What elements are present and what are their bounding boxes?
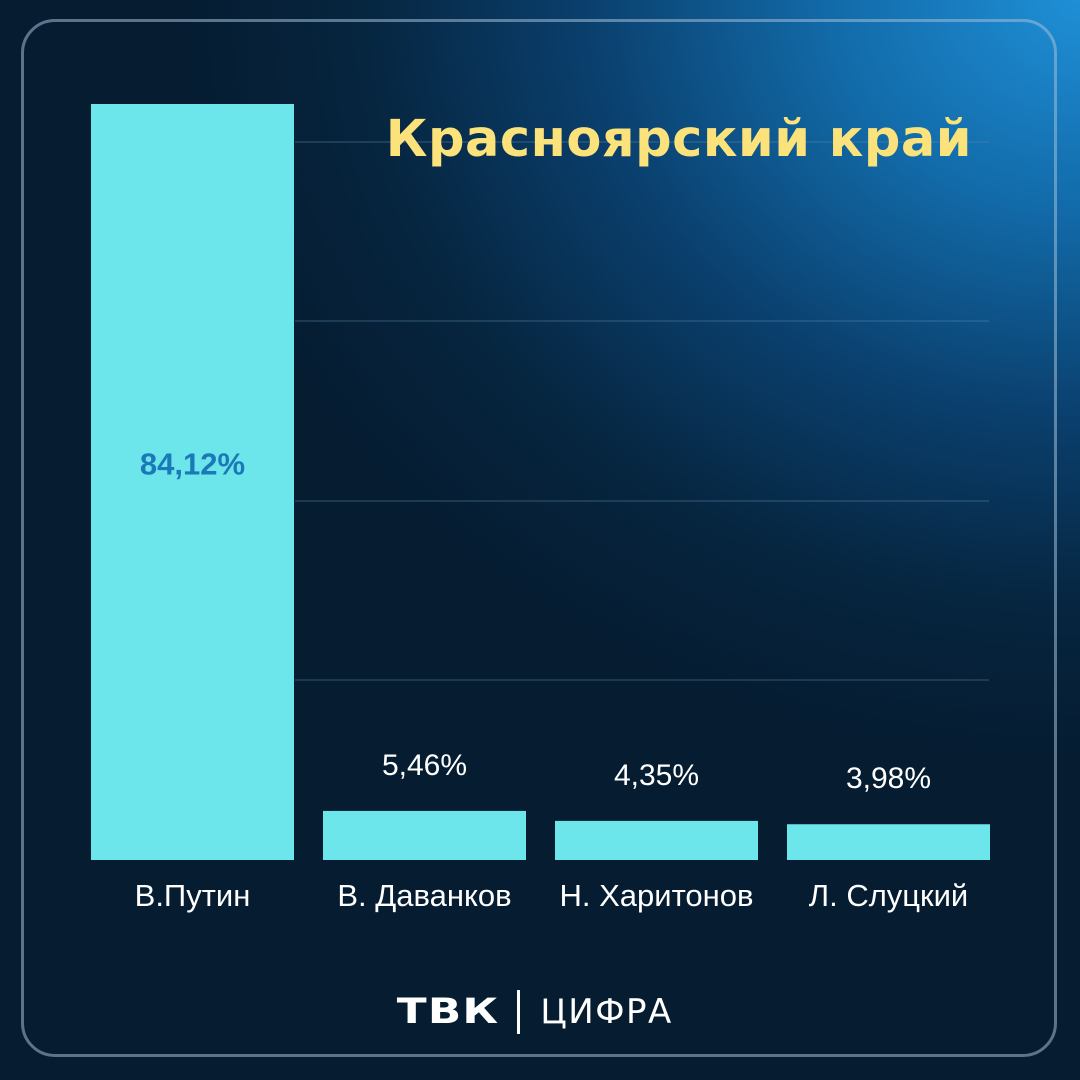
category-label-4: Л. Слуцкий	[809, 878, 969, 913]
value-label-3: 4,35%	[614, 759, 699, 792]
category-label-3: Н. Харитонов	[559, 878, 753, 913]
grid-lines	[295, 141, 989, 681]
logo-cifra: ЦИФРА	[540, 992, 673, 1032]
bar-4	[787, 824, 990, 860]
value-label-4: 3,98%	[846, 762, 931, 795]
bar-1	[91, 104, 294, 860]
card-frame	[21, 19, 1057, 1057]
category-labels: В.Путин В. Даванков Н. Харитонов Л. Слуцкий	[135, 878, 969, 913]
value-label-1: 84,12%	[140, 446, 245, 481]
logo-divider	[517, 990, 521, 1034]
value-labels: 84,12% 5,46% 4,35% 3,98%	[140, 446, 931, 795]
logo-tvk: ТВК	[396, 992, 500, 1032]
value-label-2: 5,46%	[382, 749, 467, 782]
bar-3	[555, 820, 758, 860]
bars	[91, 104, 990, 860]
category-label-2: В. Даванков	[337, 878, 511, 913]
bar-2	[323, 810, 526, 860]
tvk-cifra-logo: ТВК ЦИФРА	[0, 982, 1080, 1042]
chart-title: Красноярский край	[385, 110, 972, 169]
category-label-1: В.Путин	[135, 878, 251, 913]
